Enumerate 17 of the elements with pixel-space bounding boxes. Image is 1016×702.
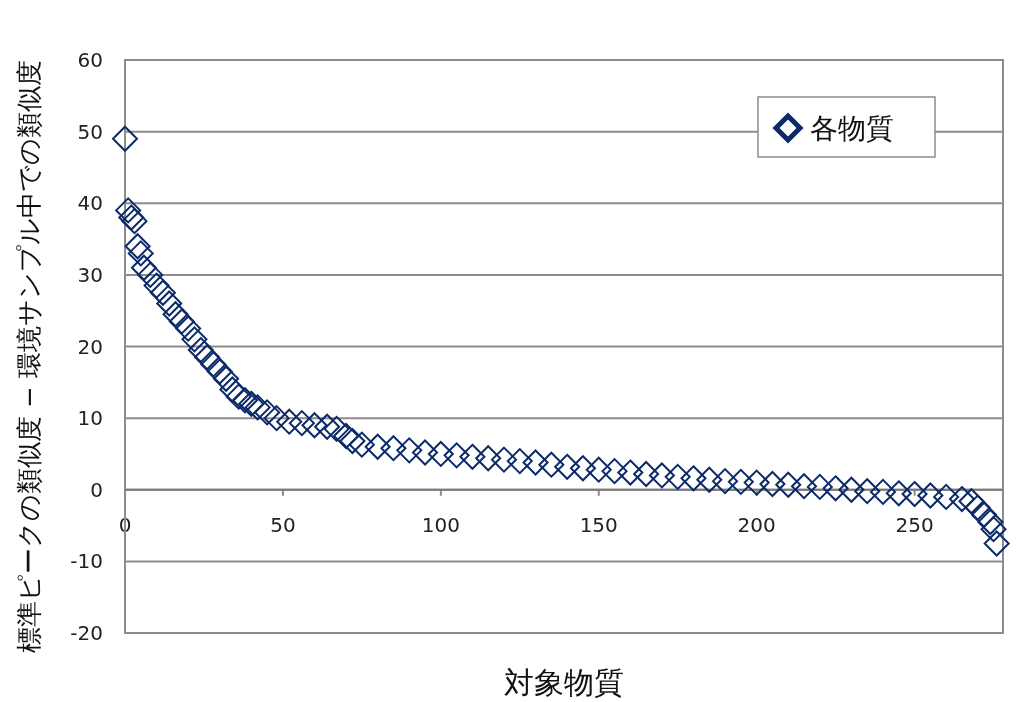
x-tick-label: 100: [421, 512, 460, 537]
y-tick-label: 50: [77, 119, 103, 144]
legend-label: 各物質: [810, 112, 894, 145]
x-tick-label: 50: [270, 512, 296, 537]
y-tick-label: 30: [77, 262, 103, 287]
x-axis-title: 対象物質: [504, 665, 624, 700]
x-tick-label: 150: [579, 512, 618, 537]
x-tick-label: 250: [895, 512, 934, 537]
y-tick-label: 10: [77, 406, 103, 431]
y-tick-label: 20: [77, 334, 103, 359]
y-tick-label: -20: [70, 621, 103, 645]
y-tick-label: -10: [70, 549, 103, 574]
y-tick-label: 60: [77, 48, 103, 72]
y-tick-label: 40: [77, 191, 103, 216]
y-tick-label: 0: [90, 477, 103, 502]
x-tick-label: 200: [737, 512, 776, 537]
y-axis-title: 標準ピークの類似度 − 環境サンプル中での類似度: [14, 59, 44, 654]
